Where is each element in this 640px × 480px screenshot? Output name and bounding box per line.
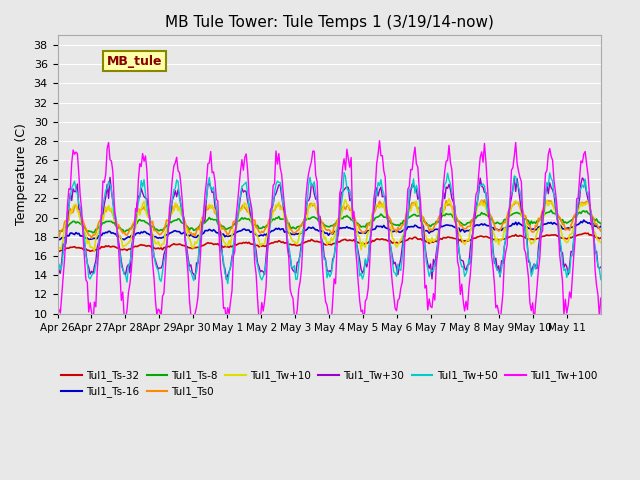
Tul1_Ts0	[335, 216, 342, 222]
Tul1_Ts-8	[72, 220, 80, 226]
Tul1_Tw+30	[106, 175, 114, 180]
Tul1_Tw+100	[89, 320, 97, 326]
Line: Tul1_Tw+10: Tul1_Tw+10	[58, 199, 601, 251]
Line: Tul1_Ts0: Tul1_Ts0	[58, 200, 601, 239]
Tul1_Ts-16	[441, 223, 449, 228]
Tul1_Tw+30	[523, 237, 531, 243]
Tul1_Tw+50	[224, 281, 232, 287]
Line: Tul1_Tw+100: Tul1_Tw+100	[58, 141, 601, 329]
Tul1_Tw+10	[89, 245, 97, 251]
Tul1_Tw+100	[72, 149, 80, 155]
Line: Tul1_Ts-32: Tul1_Ts-32	[58, 233, 601, 252]
Tul1_Tw+30	[597, 264, 605, 270]
Tul1_Tw+50	[89, 270, 97, 276]
Tul1_Ts-8	[547, 207, 555, 213]
Tul1_Tw+50	[444, 170, 451, 176]
Tul1_Tw+10	[525, 236, 532, 241]
Tul1_Tw+100	[326, 326, 333, 332]
Tul1_Tw+10	[597, 240, 605, 245]
Tul1_Ts-16	[54, 238, 61, 243]
Tul1_Tw+30	[442, 184, 450, 190]
Tul1_Tw+50	[72, 186, 80, 192]
Tul1_Ts-16	[580, 217, 588, 223]
Tul1_Ts0	[525, 222, 532, 228]
Tul1_Tw+30	[89, 271, 97, 276]
Tul1_Ts-16	[333, 228, 341, 234]
Y-axis label: Temperature (C): Temperature (C)	[15, 123, 28, 226]
Tul1_Ts-16	[597, 224, 605, 229]
Tul1_Tw+10	[91, 248, 99, 253]
Tul1_Ts0	[597, 228, 605, 234]
Tul1_Ts0	[88, 236, 95, 241]
Tul1_Tw+100	[444, 158, 451, 164]
Tul1_Tw+50	[335, 221, 342, 227]
Tul1_Ts-32	[523, 236, 531, 241]
Tul1_Tw+50	[597, 276, 605, 282]
Line: Tul1_Tw+50: Tul1_Tw+50	[58, 172, 601, 284]
Tul1_Tw+100	[597, 295, 605, 301]
Tul1_Tw+30	[72, 189, 80, 194]
Tul1_Tw+100	[596, 314, 604, 320]
Tul1_Ts-32	[581, 230, 589, 236]
Tul1_Ts-32	[596, 236, 604, 241]
Tul1_Tw+100	[54, 308, 61, 314]
Tul1_Ts-16	[72, 229, 80, 235]
Tul1_Ts-32	[442, 235, 450, 241]
Tul1_Ts-8	[333, 218, 341, 224]
Tul1_Ts0	[72, 202, 80, 208]
Line: Tul1_Ts-8: Tul1_Ts-8	[58, 210, 601, 233]
Tul1_Ts-8	[89, 230, 97, 236]
Line: Tul1_Tw+30: Tul1_Tw+30	[58, 178, 601, 283]
Tul1_Tw+100	[525, 274, 532, 280]
Tul1_Tw+50	[340, 169, 348, 175]
Tul1_Ts-32	[55, 249, 63, 254]
Tul1_Ts-8	[441, 213, 449, 218]
Title: MB Tule Tower: Tule Temps 1 (3/19/14-now): MB Tule Tower: Tule Temps 1 (3/19/14-now…	[164, 15, 493, 30]
Text: MB_tule: MB_tule	[106, 55, 162, 68]
Tul1_Ts-8	[54, 230, 61, 236]
Tul1_Tw+100	[335, 224, 342, 229]
Tul1_Ts0	[596, 226, 604, 231]
Tul1_Tw+50	[54, 267, 61, 273]
Tul1_Tw+10	[445, 196, 453, 202]
Tul1_Ts0	[91, 232, 99, 238]
Tul1_Tw+30	[594, 264, 602, 270]
Tul1_Tw+30	[335, 231, 342, 237]
Tul1_Tw+10	[335, 216, 342, 222]
Tul1_Ts0	[54, 234, 61, 240]
Tul1_Tw+10	[442, 202, 450, 208]
Tul1_Tw+50	[525, 255, 532, 261]
Legend: Tul1_Ts-32, Tul1_Ts-16, Tul1_Ts-8, Tul1_Ts0, Tul1_Tw+10, Tul1_Tw+30, Tul1_Tw+50,: Tul1_Ts-32, Tul1_Ts-16, Tul1_Ts-8, Tul1_…	[57, 366, 602, 401]
Tul1_Ts-32	[91, 248, 99, 253]
Line: Tul1_Ts-16: Tul1_Ts-16	[58, 220, 601, 240]
Tul1_Tw+100	[376, 138, 383, 144]
Tul1_Ts-8	[594, 219, 602, 225]
Tul1_Ts0	[442, 198, 450, 204]
Tul1_Tw+10	[596, 238, 604, 244]
Tul1_Tw+50	[596, 266, 604, 272]
Tul1_Tw+10	[72, 202, 80, 207]
Tul1_Ts-32	[54, 248, 61, 254]
Tul1_Ts-32	[74, 245, 81, 251]
Tul1_Ts-16	[89, 236, 97, 241]
Tul1_Tw+10	[54, 243, 61, 249]
Tul1_Ts-32	[335, 239, 342, 245]
Tul1_Ts-32	[597, 235, 605, 241]
Tul1_Tw+30	[54, 280, 61, 286]
Tul1_Ts-16	[522, 224, 529, 230]
Tul1_Ts0	[481, 197, 488, 203]
Tul1_Ts-8	[597, 221, 605, 227]
Tul1_Ts-8	[522, 216, 529, 221]
Tul1_Ts-16	[594, 225, 602, 230]
